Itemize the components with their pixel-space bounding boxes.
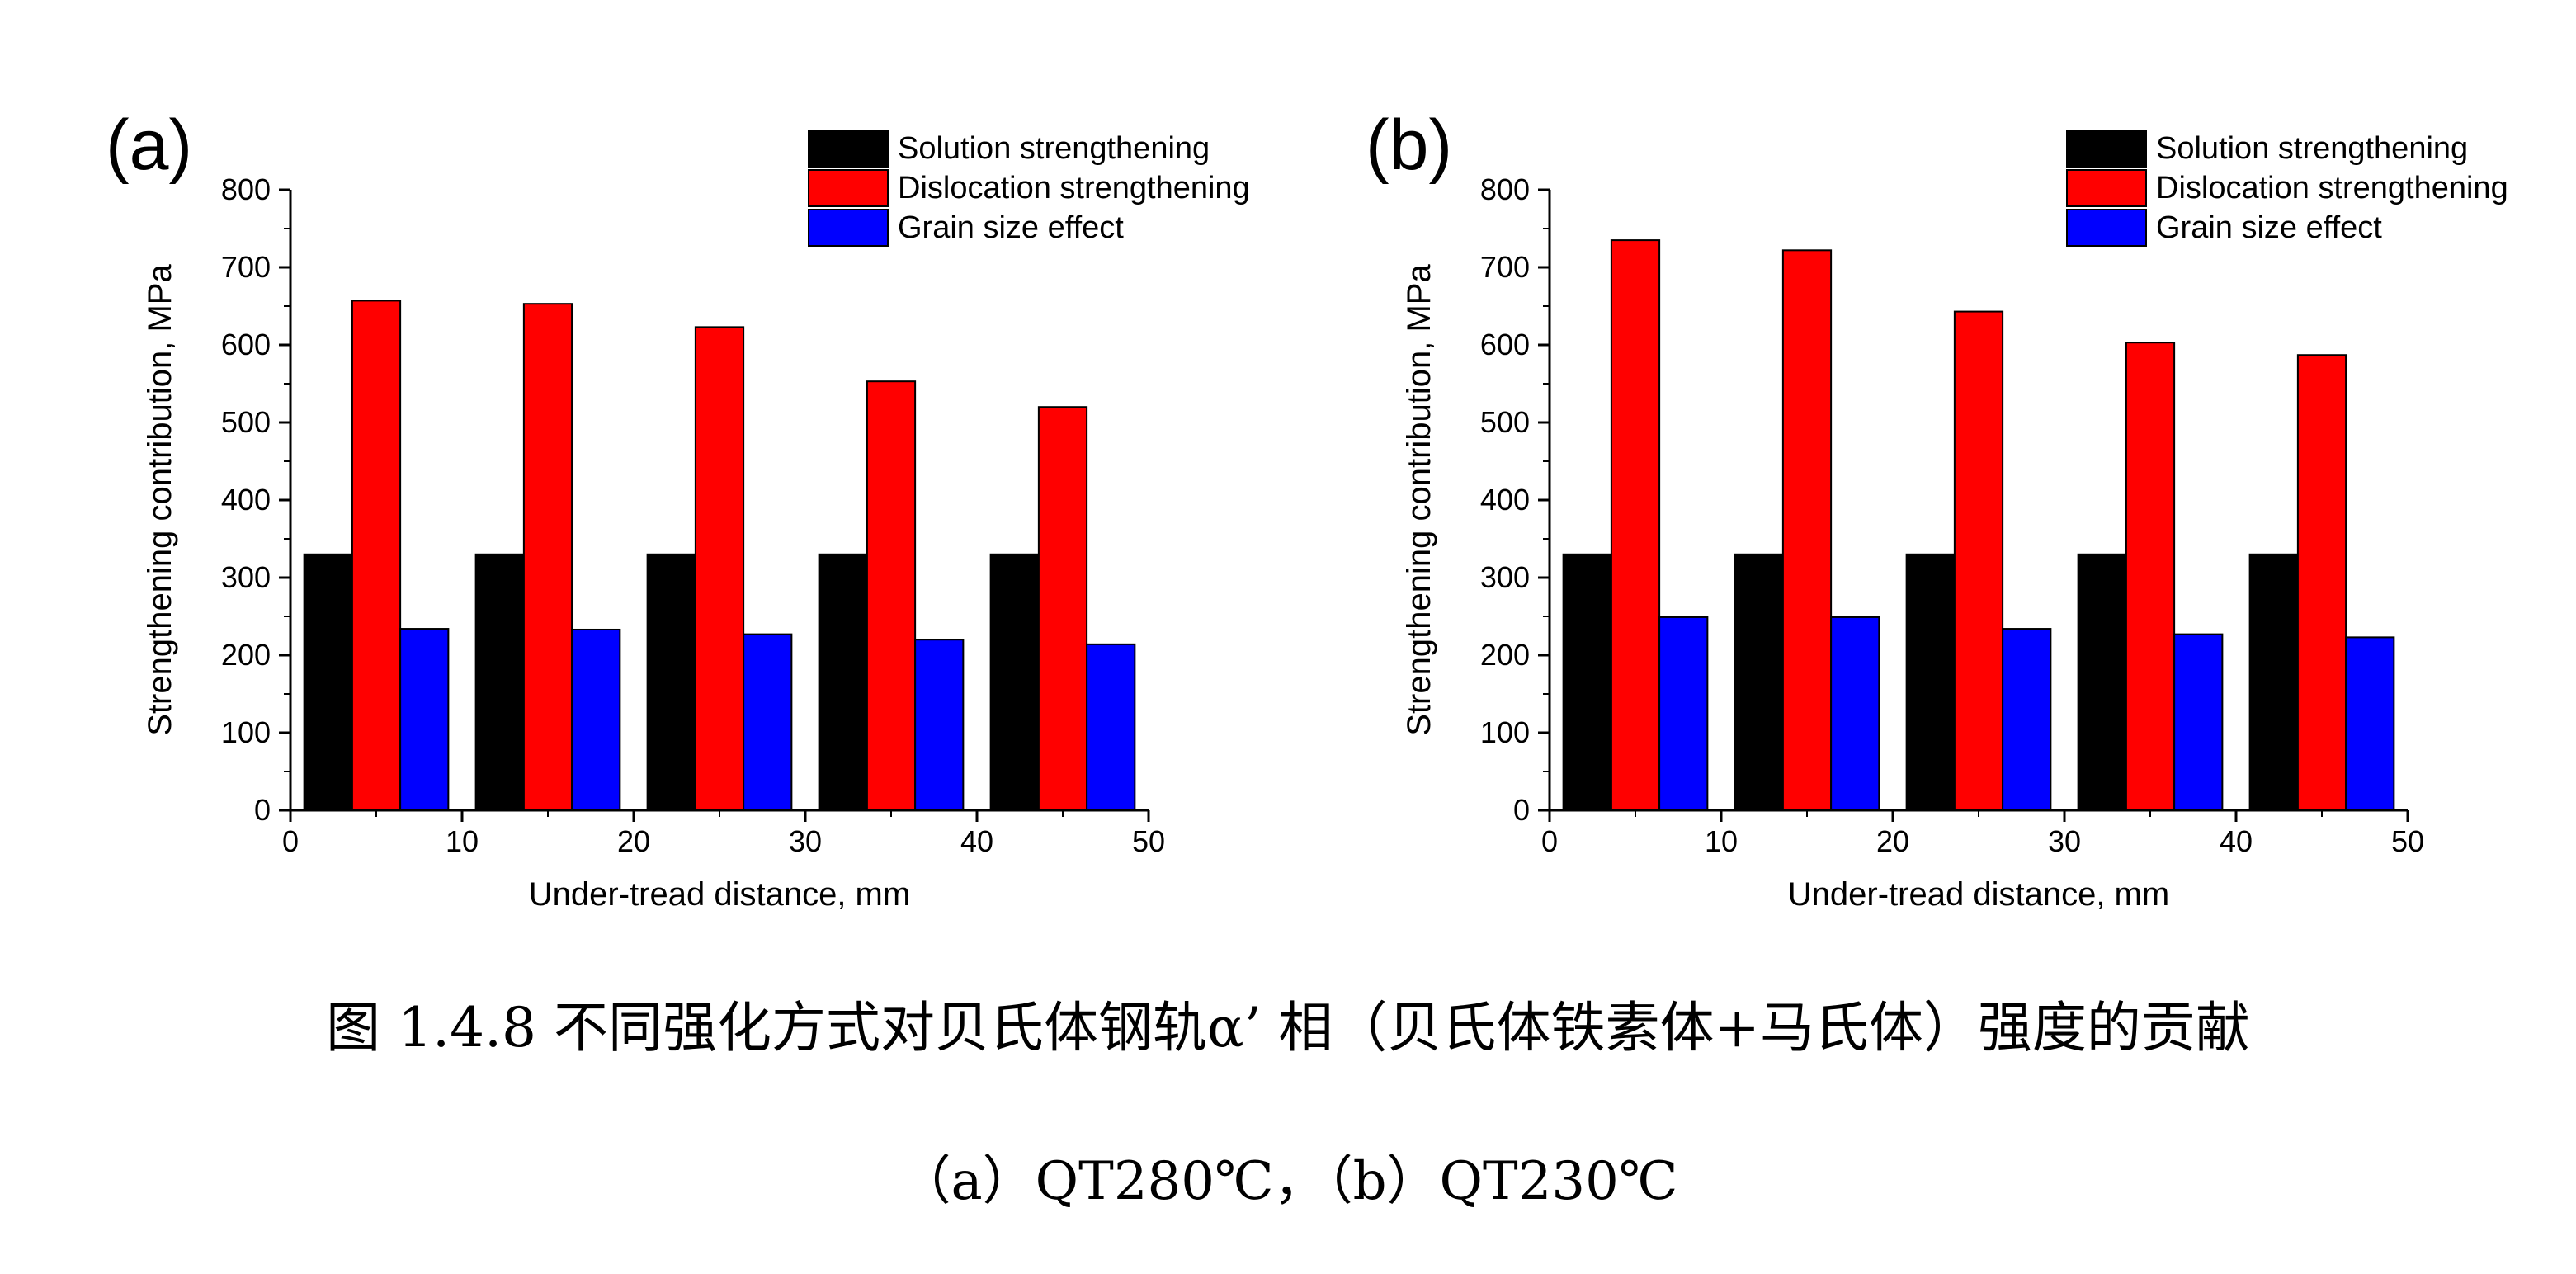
legend-swatch: [2066, 130, 2147, 168]
figure-subcaption: （a）QT280℃，（b）QT230℃: [898, 1151, 1678, 1212]
x-tick-label: 0: [282, 824, 299, 858]
x-tick-label: 10: [446, 824, 479, 858]
panel-label: (b): [1366, 106, 1452, 185]
y-tick-label: 400: [221, 483, 271, 517]
legend-swatch: [808, 130, 889, 168]
legend-swatch: [808, 169, 889, 207]
legend-label: Solution strengthening: [2156, 131, 2468, 166]
bar-dislocation-strengthening: [2296, 354, 2347, 812]
legend-label: Dislocation strengthening: [898, 171, 1250, 205]
bar-dislocation-strengthening: [1953, 310, 2004, 811]
bar-solution-strengthening: [818, 553, 868, 811]
legend-swatch: [2066, 209, 2147, 247]
y-tick-label: 800: [221, 172, 271, 206]
x-tick-label: 10: [1705, 824, 1738, 858]
bar-grain-size-effect: [743, 633, 793, 811]
bar-solution-strengthening: [1905, 553, 1956, 811]
bar-dislocation-strengthening: [2125, 342, 2176, 811]
y-tick-label: 500: [221, 405, 271, 439]
x-tick-label: 50: [2391, 824, 2424, 858]
x-tick-label: 30: [789, 824, 822, 858]
x-tick-label: 40: [960, 824, 993, 858]
bar-grain-size-effect: [2345, 636, 2395, 811]
bar-grain-size-effect: [571, 628, 621, 811]
bar-dislocation-strengthening: [1610, 239, 1661, 812]
figure-caption: 图 1.4.8 不同强化方式对贝氏体钢轨α’ 相（贝氏体铁素体+马氏体）强度的贡…: [326, 996, 2250, 1059]
x-tick-label: 40: [2220, 824, 2253, 858]
legend-label: Grain size effect: [898, 210, 1124, 245]
legend-label: Dislocation strengthening: [2156, 171, 2508, 205]
y-tick-label: 600: [1480, 328, 1530, 361]
y-tick-label: 800: [1480, 172, 1530, 206]
bar-grain-size-effect: [914, 639, 965, 812]
y-axis-title: Strengthening contribution, MPa: [142, 264, 178, 736]
y-tick-label: 0: [254, 793, 271, 827]
bar-dislocation-strengthening: [866, 380, 917, 811]
legend-swatch: [2066, 169, 2147, 207]
y-tick-label: 500: [1480, 405, 1530, 439]
y-tick-label: 200: [1480, 638, 1530, 672]
chart-panel-a: 0 100 200 300 400 500 600 700 800 0 10 20 30 40 50 Unde…: [106, 106, 1250, 913]
bar-grain-size-effect: [1830, 616, 1880, 811]
y-tick-label: 700: [1480, 250, 1530, 284]
bar-solution-strengthening: [989, 553, 1040, 811]
x-axis-title: Under-tread distance, mm: [529, 876, 910, 913]
bar-solution-strengthening: [474, 553, 525, 811]
bar-solution-strengthening: [2077, 553, 2127, 811]
bar-grain-size-effect: [1658, 616, 1709, 811]
x-tick-label: 30: [2048, 824, 2081, 858]
bar-dislocation-strengthening: [694, 326, 745, 811]
bar-solution-strengthening: [303, 553, 353, 811]
y-tick-label: 100: [221, 715, 271, 749]
x-tick-label: 50: [1132, 824, 1165, 858]
y-axis-title: Strengthening contribution, MPa: [1401, 264, 1437, 736]
y-tick-label: 700: [221, 250, 271, 284]
x-tick-label: 20: [1876, 824, 1909, 858]
y-tick-label: 300: [221, 560, 271, 594]
x-tick-label: 20: [617, 824, 650, 858]
x-tick-label: 0: [1541, 824, 1558, 858]
chart-panel-b: 0 100 200 300 400 500 600 700 800 0 10 20 30 40 50 Unde…: [1366, 106, 2508, 913]
bar-dislocation-strengthening: [1781, 249, 1833, 811]
bar-grain-size-effect: [1086, 643, 1136, 812]
bar-dislocation-strengthening: [351, 300, 402, 812]
bar-grain-size-effect: [2002, 628, 2052, 811]
y-tick-label: 400: [1480, 483, 1530, 517]
legend-label: Solution strengthening: [898, 131, 1210, 166]
bar-dislocation-strengthening: [1037, 406, 1088, 811]
bar-grain-size-effect: [2173, 633, 2224, 811]
bar-grain-size-effect: [399, 628, 450, 811]
y-tick-label: 200: [221, 638, 271, 672]
x-axis-title: Under-tread distance, mm: [1788, 876, 2169, 913]
y-tick-label: 0: [1513, 793, 1530, 827]
legend-swatch: [808, 209, 889, 247]
bar-solution-strengthening: [646, 553, 696, 811]
bar-dislocation-strengthening: [522, 303, 573, 811]
legend-label: Grain size effect: [2156, 210, 2382, 245]
bar-solution-strengthening: [2248, 553, 2299, 811]
y-tick-label: 300: [1480, 560, 1530, 594]
y-tick-label: 100: [1480, 715, 1530, 749]
panel-label: (a): [106, 106, 192, 185]
y-tick-label: 600: [221, 328, 271, 361]
bar-solution-strengthening: [1562, 553, 1612, 811]
bar-solution-strengthening: [1734, 553, 1784, 811]
